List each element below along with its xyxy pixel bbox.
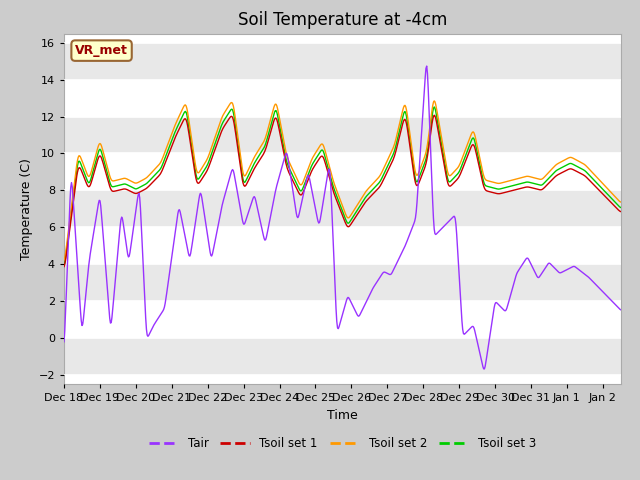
Bar [64, 191, 621, 227]
Y-axis label: Temperature (C): Temperature (C) [20, 158, 33, 260]
Text: VR_met: VR_met [75, 44, 128, 57]
Legend: Tair, Tsoil set 1, Tsoil set 2, Tsoil set 3: Tair, Tsoil set 1, Tsoil set 2, Tsoil se… [144, 433, 541, 455]
Bar [64, 43, 621, 80]
Bar [64, 338, 621, 375]
Bar [64, 117, 621, 154]
Bar [64, 264, 621, 301]
X-axis label: Time: Time [327, 408, 358, 421]
Title: Soil Temperature at -4cm: Soil Temperature at -4cm [237, 11, 447, 29]
